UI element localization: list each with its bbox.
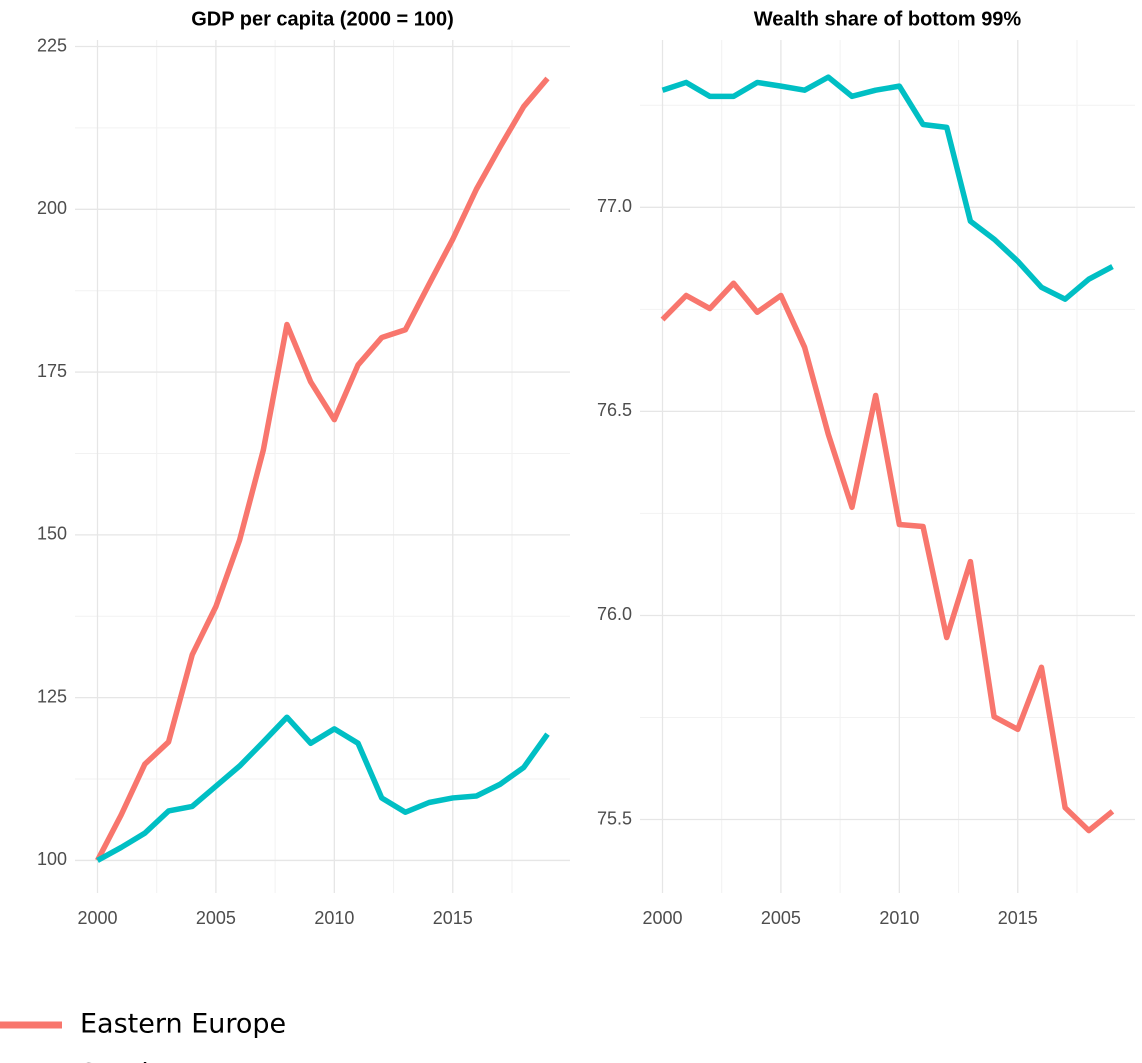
x-tick-label: 2000 [642, 908, 682, 928]
legend-label: Southern Europe [80, 1059, 306, 1063]
y-tick-label: 100 [37, 849, 67, 869]
series-line [96, 714, 550, 863]
y-tick-label: 75.5 [597, 808, 632, 828]
chart-title: Wealth share of bottom 99% [754, 8, 1022, 30]
y-tick-label: 175 [37, 361, 67, 381]
y-tick-label: 76.0 [597, 604, 632, 624]
y-tick-label: 76.5 [597, 400, 632, 420]
x-tick-label: 2015 [998, 908, 1038, 928]
x-tick-label: 2005 [761, 908, 801, 928]
series-line [660, 280, 1115, 834]
x-tick-label: 2000 [77, 908, 117, 928]
y-tick-label: 77.0 [597, 196, 632, 216]
chart-title: GDP per capita (2000 = 100) [191, 8, 454, 30]
y-tick-label: 200 [37, 198, 67, 218]
y-tick-label: 125 [37, 686, 67, 706]
x-tick-label: 2015 [433, 908, 473, 928]
series-line [661, 74, 1114, 302]
x-tick-label: 2010 [314, 908, 354, 928]
series-line [95, 76, 550, 862]
x-tick-label: 2010 [879, 908, 919, 928]
y-tick-label: 225 [37, 35, 67, 55]
y-tick-label: 150 [37, 524, 67, 544]
x-tick-label: 2005 [196, 908, 236, 928]
legend-label: Eastern Europe [80, 1009, 286, 1040]
